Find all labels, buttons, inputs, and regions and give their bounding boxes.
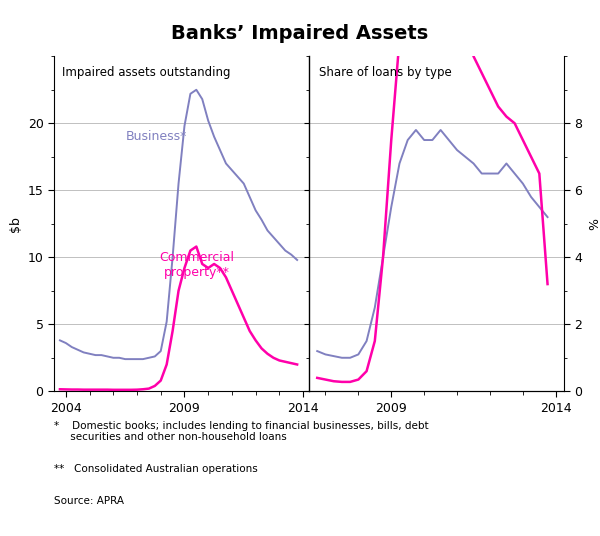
Text: Business*: Business*: [125, 130, 187, 143]
Y-axis label: %: %: [588, 218, 600, 230]
Text: **   Consolidated Australian operations: ** Consolidated Australian operations: [54, 464, 258, 474]
Text: Source: APRA: Source: APRA: [54, 496, 124, 506]
Text: Share of loans by type: Share of loans by type: [319, 66, 452, 79]
Text: Banks’ Impaired Assets: Banks’ Impaired Assets: [172, 24, 428, 43]
Text: Commercial
property**: Commercial property**: [160, 251, 235, 279]
Y-axis label: $b: $b: [9, 216, 22, 232]
Text: Impaired assets outstanding: Impaired assets outstanding: [62, 66, 230, 79]
Text: *    Domestic books; includes lending to financial businesses, bills, debt
     : * Domestic books; includes lending to fi…: [54, 421, 428, 442]
